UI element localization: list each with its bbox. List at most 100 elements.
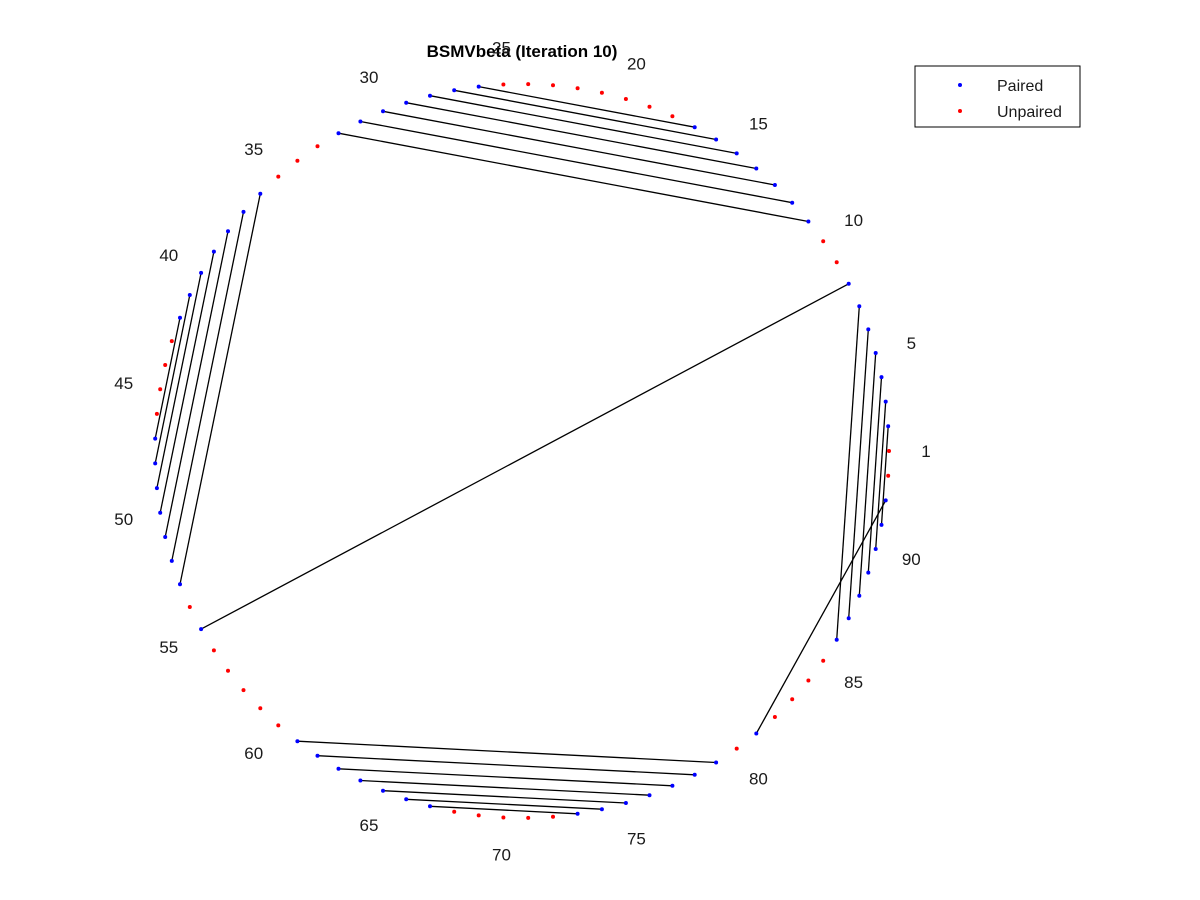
pair-line (429, 95, 737, 155)
unpaired-point (886, 473, 891, 478)
paired-point (873, 351, 878, 355)
pair-line (297, 740, 717, 764)
paired-point (199, 270, 204, 275)
paired-point (381, 788, 385, 793)
paired-point (226, 229, 230, 234)
paired-point (883, 498, 888, 503)
paired-point (883, 399, 888, 404)
paired-point (358, 119, 363, 124)
numbering-label: 45 (114, 374, 133, 393)
paired-point (163, 535, 168, 539)
unpaired-point (501, 82, 506, 87)
pair-lines-group (154, 85, 889, 815)
unpaired-point (821, 658, 826, 663)
paired-point (599, 807, 604, 812)
unpaired-point (158, 387, 163, 392)
unpaired-point (670, 114, 675, 119)
unpaired-point (154, 411, 159, 416)
paired-point (714, 137, 719, 142)
paired-point (670, 783, 675, 788)
unpaired-point (187, 605, 192, 609)
unpaired-point (169, 339, 174, 344)
paired-point (575, 811, 580, 816)
paired-point (169, 558, 174, 563)
legend-unpaired-marker (958, 109, 962, 113)
chart-title: BSMVbeta (Iteration 10) (427, 42, 618, 61)
unpaired-point (734, 746, 739, 751)
unpaired-point (241, 688, 246, 693)
numbering-label: 80 (749, 770, 768, 789)
paired-point (315, 753, 320, 758)
paired-point (692, 125, 697, 130)
pair-line (338, 768, 673, 787)
pair-line (360, 779, 650, 796)
pair-line (875, 401, 887, 550)
numbering-label: 35 (244, 140, 263, 159)
numbering-label: 30 (360, 68, 379, 87)
unpaired-point (526, 815, 531, 820)
pair-line (867, 377, 883, 573)
unpaired-point (821, 239, 826, 244)
paired-point (857, 304, 862, 309)
paired-point (790, 200, 795, 205)
unpaired-point (226, 668, 230, 673)
pair-line (382, 110, 776, 186)
paired-point (381, 109, 385, 114)
pair-line (836, 306, 860, 640)
paired-point (647, 793, 652, 798)
pair-line (454, 89, 717, 141)
paired-point (428, 93, 432, 98)
pair-line (848, 329, 869, 619)
paired-point (857, 593, 862, 598)
pair-line (360, 120, 793, 204)
points-group (153, 82, 891, 820)
numbering-label: 60 (244, 744, 263, 763)
numbering-label: 15 (749, 114, 768, 133)
unpaired-point (315, 144, 320, 149)
paired-point (178, 315, 182, 320)
pair-line (478, 85, 695, 128)
legend: Paired Unpaired (914, 65, 1081, 128)
paired-point (258, 191, 263, 196)
paired-point (866, 327, 871, 332)
numbering-label: 70 (492, 846, 511, 865)
paired-point (404, 100, 409, 105)
paired-point (873, 547, 878, 551)
unpaired-point (258, 706, 263, 711)
paired-point (846, 281, 851, 286)
paired-point (153, 436, 158, 441)
pair-line (338, 132, 809, 223)
paired-point (692, 772, 697, 777)
unpaired-point (551, 814, 555, 819)
paired-point (772, 183, 777, 187)
paired-point (806, 219, 811, 224)
pair-line (429, 805, 578, 815)
unpaired-point (647, 104, 652, 109)
numbering-label: 40 (159, 246, 178, 265)
pair-line (200, 283, 850, 630)
unpaired-point (526, 82, 531, 87)
paired-point (211, 249, 216, 254)
paired-point (754, 731, 759, 736)
legend-box (914, 65, 1081, 128)
pair-line (179, 193, 261, 585)
legend-unpaired-label: Unpaired (997, 104, 1062, 121)
paired-point (358, 778, 363, 783)
paired-point (336, 131, 341, 136)
paired-point (879, 522, 884, 527)
paired-point (879, 375, 884, 380)
paired-point (734, 151, 739, 156)
unpaired-point (806, 678, 811, 683)
unpaired-point (501, 815, 506, 820)
paired-point (199, 627, 204, 632)
unpaired-point (772, 715, 777, 719)
paired-point (428, 804, 432, 809)
pair-line (406, 102, 757, 170)
pair-line (164, 231, 229, 538)
unpaired-point (276, 723, 281, 728)
unpaired-point (211, 648, 216, 653)
pair-line (159, 251, 215, 513)
